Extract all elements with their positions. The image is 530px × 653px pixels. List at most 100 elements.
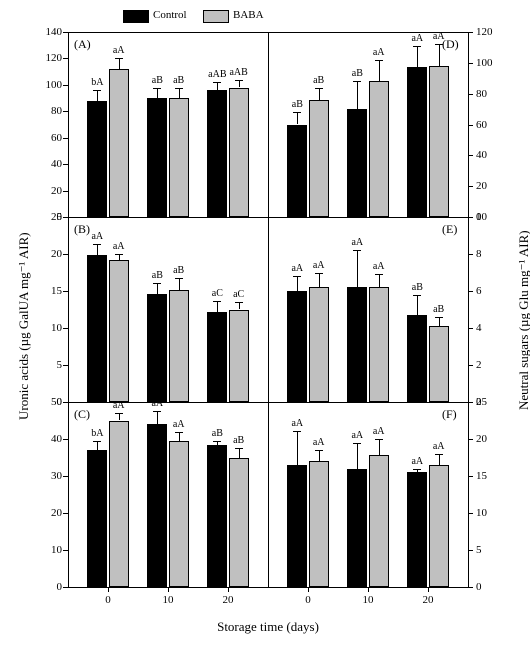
ytick-label: 5 [32, 360, 62, 371]
ytick-label: 20 [32, 508, 62, 519]
errorbar-cap [435, 44, 443, 45]
errorbar-cap [413, 469, 421, 470]
ytick [63, 111, 68, 112]
errorbar [217, 301, 218, 312]
errorbar [357, 81, 358, 109]
ytick-label: 60 [32, 133, 62, 144]
errorbar [239, 448, 240, 457]
ytick [468, 32, 473, 33]
errorbar-cap [353, 443, 361, 444]
sig-label: aA [107, 242, 131, 252]
ytick [468, 365, 473, 366]
ytick [468, 217, 473, 218]
ytick-label: 20 [476, 181, 506, 192]
errorbar-cap [93, 244, 101, 245]
sig-label: aA [285, 419, 309, 429]
bar-E-2-control [407, 315, 427, 402]
ytick-label: 15 [476, 471, 506, 482]
ytick [468, 291, 473, 292]
ytick-label: 15 [32, 286, 62, 297]
frame-row1 [68, 217, 468, 218]
bar-D-2-baba [429, 66, 449, 217]
errorbar [357, 443, 358, 469]
errorbar [439, 44, 440, 66]
errorbar [217, 82, 218, 90]
bar-B-2-baba [229, 310, 249, 403]
errorbar-cap [175, 432, 183, 433]
xtick-label: 10 [353, 595, 383, 606]
sig-label: bA [85, 78, 109, 88]
xtick [108, 587, 109, 592]
bar-E-1-control [347, 287, 367, 402]
errorbar-cap [353, 81, 361, 82]
bar-B-0-control [87, 255, 107, 402]
bar-F-1-control [347, 469, 367, 587]
ytick-label: 40 [476, 150, 506, 161]
sig-label: aA [107, 46, 131, 56]
legend-swatch-control [123, 10, 149, 23]
xtick [428, 587, 429, 592]
errorbar [319, 450, 320, 461]
sig-label: bA [85, 429, 109, 439]
errorbar-cap [413, 295, 421, 296]
xtick-label: 20 [213, 595, 243, 606]
bar-A-1-baba [169, 98, 189, 217]
sig-label: aB [285, 100, 309, 110]
errorbar [319, 273, 320, 288]
bar-C-0-baba [109, 421, 129, 588]
errorbar-cap [153, 283, 161, 284]
errorbar-cap [235, 80, 243, 81]
errorbar [379, 439, 380, 455]
errorbar [157, 88, 158, 99]
bar-D-1-baba [369, 81, 389, 217]
errorbar-cap [435, 317, 443, 318]
bar-D-0-baba [309, 100, 329, 217]
y-right-axis-title: Neutral sugars (µg Glu mg⁻¹ AIR) [516, 230, 530, 410]
sig-label: aA [167, 420, 191, 430]
errorbar [439, 454, 440, 465]
panel-letter-A: (A) [74, 37, 91, 52]
ytick-label: 6 [476, 286, 506, 297]
sig-label: aA [367, 427, 391, 437]
sig-label: aA [367, 48, 391, 58]
ytick-label: 10 [32, 545, 62, 556]
errorbar [119, 58, 120, 69]
xtick-label: 0 [93, 595, 123, 606]
bar-C-1-control [147, 424, 167, 587]
ytick [468, 63, 473, 64]
ytick [63, 138, 68, 139]
sig-label: aC [227, 290, 251, 300]
ytick-label: 50 [32, 397, 62, 408]
errorbar-cap [375, 439, 383, 440]
sig-label: aA [107, 401, 131, 411]
ytick-label: 8 [476, 249, 506, 260]
errorbar-cap [153, 88, 161, 89]
ytick [63, 328, 68, 329]
panel-letter-E: (E) [442, 222, 457, 237]
sig-label: aA [367, 262, 391, 272]
bar-F-2-control [407, 472, 427, 587]
panel-letter-C: (C) [74, 407, 90, 422]
errorbar-cap [353, 250, 361, 251]
xtick [308, 587, 309, 592]
bar-B-1-baba [169, 290, 189, 402]
errorbar [179, 88, 180, 99]
errorbar-cap [213, 441, 221, 442]
ytick-label: 40 [32, 159, 62, 170]
ytick-label: 0 [476, 582, 506, 593]
bar-F-0-control [287, 465, 307, 587]
bar-F-1-baba [369, 455, 389, 587]
ytick [468, 513, 473, 514]
ytick-label: 20 [32, 249, 62, 260]
bar-C-1-baba [169, 441, 189, 587]
ytick [468, 328, 473, 329]
errorbar [379, 60, 380, 82]
bar-C-0-control [87, 450, 107, 587]
bar-C-2-baba [229, 458, 249, 588]
errorbar [157, 283, 158, 294]
errorbar [379, 274, 380, 287]
sig-label: aA [145, 399, 169, 409]
errorbar-cap [235, 302, 243, 303]
errorbar [157, 411, 158, 424]
errorbar-cap [315, 88, 323, 89]
